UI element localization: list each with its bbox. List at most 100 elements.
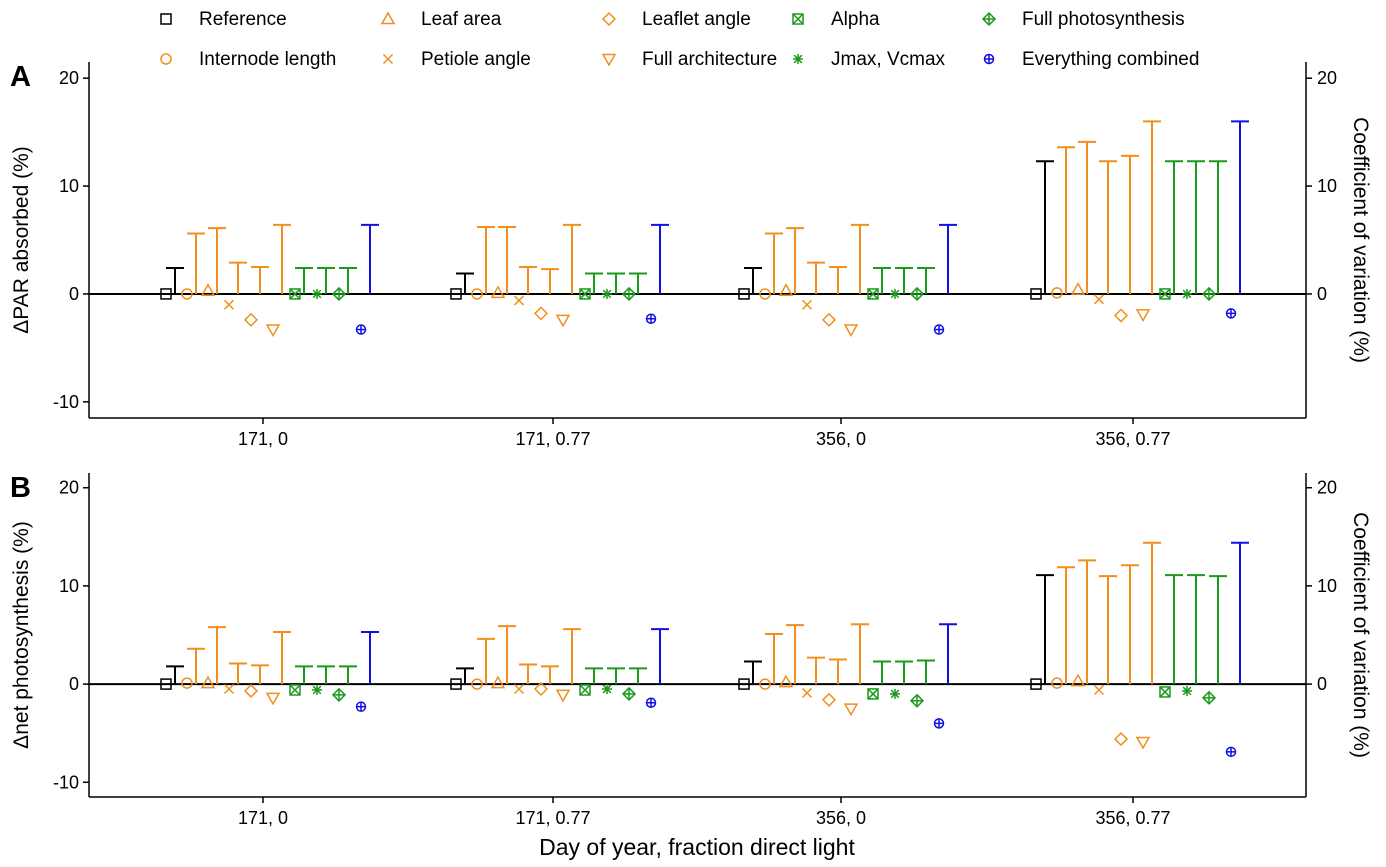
mean-point	[1201, 690, 1217, 705]
mean-point-shape	[160, 678, 172, 690]
mean-point	[933, 324, 945, 335]
mean-point	[645, 313, 657, 325]
mean-point-shape	[843, 703, 859, 717]
mean-point-stroke	[1159, 288, 1171, 300]
legend-marker-everything-combined	[983, 53, 995, 65]
mean-point-shape	[555, 689, 571, 703]
mean-point	[1030, 288, 1042, 300]
mean-point-shape	[738, 288, 750, 300]
y2-axis-title: Coefficient of variation (%)	[1349, 512, 1372, 758]
legend-marker-alpha	[792, 13, 804, 25]
legend-marker-internode-length	[160, 53, 172, 65]
y2-tick-label: 20	[1317, 478, 1337, 498]
mean-point	[312, 288, 322, 299]
mean-point	[645, 697, 657, 708]
legend-label-reference: Reference	[199, 9, 287, 30]
mean-point	[490, 285, 506, 299]
mean-point	[867, 688, 879, 700]
mean-point	[933, 718, 945, 729]
mean-point-shape	[579, 288, 591, 300]
legend-marker-petiole-angle	[382, 53, 394, 65]
mean-point-stroke	[602, 289, 612, 299]
mean-point	[778, 674, 794, 688]
mean-point	[1159, 686, 1171, 698]
mean-point-stroke	[867, 288, 879, 300]
series-full-architecture	[265, 120, 1161, 338]
mean-point-shape	[1051, 677, 1063, 689]
mean-point-shape	[471, 678, 483, 690]
mean-point	[759, 288, 771, 300]
mean-point	[1030, 678, 1042, 690]
mean-point	[533, 681, 549, 697]
mean-point-shape	[243, 683, 259, 699]
mean-point	[513, 295, 525, 306]
mean-point	[331, 286, 347, 302]
mean-point	[471, 288, 483, 300]
mean-point-shape	[181, 288, 193, 300]
series-everything-combined	[355, 120, 1249, 335]
legend-label-full-photosynthesis: Full photosynthesis	[1022, 9, 1185, 30]
mean-point	[555, 689, 571, 703]
mean-point-shape	[289, 288, 301, 300]
mean-point	[738, 288, 750, 300]
mean-point-stroke	[602, 684, 612, 694]
legend-item-leaflet-angle: Leaflet angle	[601, 9, 751, 30]
mean-point	[602, 288, 612, 299]
mean-point	[1070, 673, 1086, 687]
mean-point	[602, 684, 612, 694]
mean-point-stroke	[513, 683, 525, 695]
mean-point-shape	[1070, 673, 1086, 687]
mean-point	[821, 692, 837, 707]
legend-item-petiole-angle: Petiole angle	[382, 49, 531, 70]
y-axis-title: Δnet photosynthesis (%)	[10, 521, 33, 749]
mean-point	[909, 693, 925, 708]
mean-point-shape	[471, 288, 483, 300]
series-alpha	[289, 160, 1183, 300]
mean-point-shape	[490, 675, 506, 689]
mean-point	[621, 286, 637, 302]
mean-point	[289, 288, 301, 300]
mean-point	[890, 688, 900, 699]
series-full-architecture	[265, 541, 1161, 750]
mean-point-shape	[1113, 732, 1129, 747]
series-petiole-angle	[223, 575, 1117, 698]
mean-point-stroke	[579, 684, 591, 696]
legend-item-internode-length: Internode length	[160, 49, 336, 70]
mean-point	[1113, 308, 1129, 323]
mean-point	[289, 684, 301, 696]
series-leaf-area	[200, 559, 1096, 689]
mean-point	[265, 692, 281, 706]
mean-point	[533, 306, 549, 321]
mean-point-stroke	[1093, 294, 1105, 305]
x-tick-label: 356, 0	[816, 429, 866, 449]
mean-point-shape	[1030, 678, 1042, 690]
series-leaf-area	[200, 140, 1096, 299]
legend-label-full-architecture: Full architecture	[642, 49, 777, 70]
mean-point-shape	[1113, 308, 1129, 323]
mean-point-shape	[289, 684, 301, 696]
mean-point-shape	[867, 688, 879, 700]
panel-label: A	[10, 61, 31, 93]
mean-point-shape	[1159, 686, 1171, 698]
mean-point	[200, 283, 216, 296]
legend-label-alpha: Alpha	[831, 9, 880, 30]
x-tick-label: 171, 0.77	[515, 808, 590, 828]
y2-tick-label: 10	[1317, 176, 1337, 196]
y2-tick-label: 0	[1317, 284, 1327, 304]
series-jmax-vcmax	[312, 574, 1205, 699]
mean-point-stroke	[1182, 289, 1192, 299]
series-alpha	[289, 574, 1183, 700]
mean-point-shape	[181, 677, 193, 689]
mean-point-shape	[1135, 736, 1151, 750]
x-tick-label: 356, 0	[816, 808, 866, 828]
mean-point	[1051, 677, 1063, 689]
mean-point	[513, 683, 525, 695]
mean-point	[890, 288, 900, 299]
mean-point-shape	[1070, 282, 1086, 295]
mean-point	[801, 299, 813, 310]
mean-point-stroke	[513, 295, 525, 306]
legend-label-leaf-area: Leaf area	[421, 9, 502, 30]
mean-point-shape	[821, 692, 837, 707]
x-tick-label: 171, 0.77	[515, 429, 590, 449]
y-tick-label: 10	[59, 576, 79, 596]
